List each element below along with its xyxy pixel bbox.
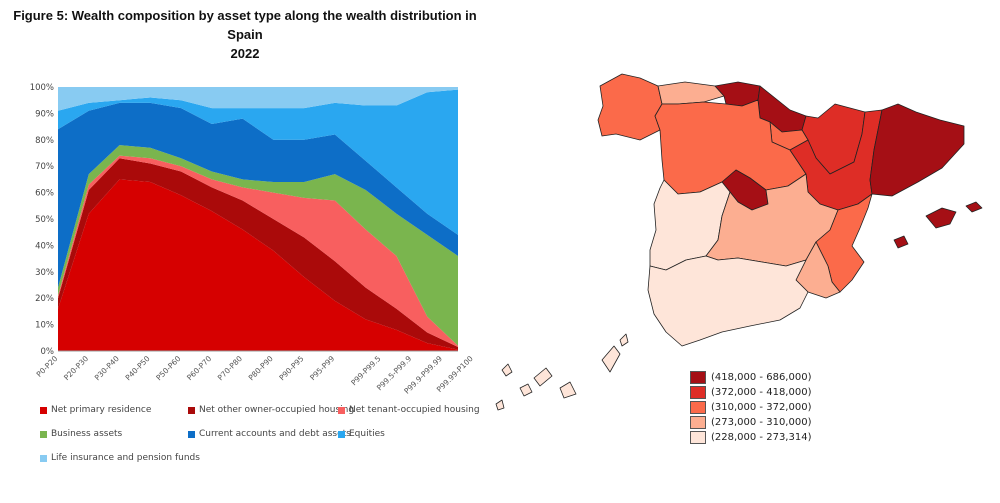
y-tick-label: 90% <box>35 109 54 119</box>
x-tick-label: P90-P95 <box>277 354 305 382</box>
y-tick-label: 0% <box>41 347 55 357</box>
map-legend-label: (273,000 - 310,000) <box>711 417 812 428</box>
region-galicia <box>597 73 663 141</box>
legend-item-net-other-owner-occupied-housing: Net other owner-occupied housing <box>188 405 354 415</box>
x-tick-label: P40-P50 <box>124 354 152 382</box>
spain-wealth-map <box>495 73 983 411</box>
legend-item-current-accounts-and-debt-assets: Current accounts and debt assets <box>188 429 351 439</box>
map-legend-swatch <box>690 371 706 384</box>
legend-swatch <box>338 430 345 438</box>
legend-item-net-tenant-occupied-housing: Net tenant-occupied housing <box>338 405 480 415</box>
legend-label: Equities <box>349 429 385 439</box>
legend-swatch <box>40 406 47 414</box>
map-legend-item: (273,000 - 310,000) <box>690 415 811 430</box>
region-andalusia <box>647 255 809 347</box>
x-tick-label: P20-P30 <box>62 354 90 382</box>
region-canary-2 <box>495 399 505 411</box>
area-series-life-insurance-and-pension-funds <box>58 87 458 111</box>
area-series-current-accounts-and-debt-assets <box>58 102 458 288</box>
y-tick-label: 80% <box>35 136 54 146</box>
legend-label: Net other owner-occupied housing <box>199 405 355 415</box>
map-legend-swatch <box>690 401 706 414</box>
area-series-business-assets <box>58 145 458 346</box>
map-legend-label: (372,000 - 418,000) <box>711 387 812 398</box>
map-legend-label: (418,000 - 686,000) <box>711 372 812 383</box>
legend-swatch <box>338 406 345 414</box>
region-balearic-islands <box>925 207 957 229</box>
x-tick-label: P70-P80 <box>216 354 244 382</box>
x-tick-label: P80-P90 <box>247 354 275 382</box>
legend-swatch <box>40 430 47 438</box>
area-series-net-primary-residence <box>58 179 458 351</box>
legend-label: Current accounts and debt assets <box>199 429 351 439</box>
y-tick-label: 10% <box>35 321 54 331</box>
y-tick-label: 40% <box>35 241 54 251</box>
y-tick-label: 20% <box>35 294 54 304</box>
x-tick-label: P50-P60 <box>154 354 182 382</box>
legend-label: Life insurance and pension funds <box>51 453 200 463</box>
map-legend-label: (310,000 - 372,000) <box>711 402 812 413</box>
map-legend-item: (372,000 - 418,000) <box>690 385 811 400</box>
map-legend-label: (228,000 - 273,314) <box>711 432 812 443</box>
x-tick-label: P30-P40 <box>93 354 121 382</box>
legend-label: Net tenant-occupied housing <box>349 405 480 415</box>
legend-item-life-insurance-and-pension-funds: Life insurance and pension funds <box>40 453 200 463</box>
legend-item-business-assets: Business assets <box>40 429 122 439</box>
legend-swatch <box>188 430 195 438</box>
area-series-equities <box>58 89 458 235</box>
y-tick-label: 70% <box>35 162 54 172</box>
figure-title-line1: Figure 5: Wealth composition by asset ty… <box>13 8 477 42</box>
map-legend-item: (418,000 - 686,000) <box>690 370 811 385</box>
region-canary-3 <box>519 383 533 397</box>
map-legend-item: (310,000 - 372,000) <box>690 400 811 415</box>
map-legend-item: (228,000 - 273,314) <box>690 430 811 445</box>
legend-swatch <box>188 406 195 414</box>
y-tick-label: 60% <box>35 189 54 199</box>
legend-label: Net primary residence <box>51 405 152 415</box>
legend-swatch <box>40 454 47 462</box>
y-tick-label: 30% <box>35 268 54 278</box>
map-legend: (418,000 - 686,000) (372,000 - 418,000) … <box>690 370 811 445</box>
region-canary-1 <box>501 363 513 377</box>
map-legend-swatch <box>690 431 706 444</box>
map-legend-swatch <box>690 416 706 429</box>
region-canary-5 <box>559 381 577 399</box>
area-series-net-tenant-occupied-housing <box>58 155 458 348</box>
x-tick-label: P60-P70 <box>185 354 213 382</box>
map-legend-swatch <box>690 386 706 399</box>
legend-label: Business assets <box>51 429 123 439</box>
legend-item-net-primary-residence: Net primary residence <box>40 405 151 415</box>
figure-title-line2: 2022 <box>230 46 260 61</box>
region-balearic-menorca <box>965 201 983 213</box>
y-tick-label: 50% <box>35 215 54 225</box>
region-catalonia <box>869 103 965 197</box>
legend-item-equities: Equities <box>338 429 385 439</box>
region-canary-6 <box>601 345 621 373</box>
x-tick-label: P95-P99 <box>308 354 336 382</box>
x-tick-label: P0-P20 <box>35 354 60 379</box>
region-canary-7 <box>619 333 629 347</box>
region-canary-4 <box>533 367 553 387</box>
region-asturias <box>657 81 725 105</box>
area-series-net-other-owner-occupied-housing <box>58 158 458 350</box>
stacked-area-chart: 0%10%20%30%40%50%60%70%80%90%100%P0-P20 P… <box>30 83 475 395</box>
y-tick-label: 100% <box>30 83 54 93</box>
region-balearic-ibiza <box>893 235 909 249</box>
figure-title: Figure 5: Wealth composition by asset ty… <box>0 6 490 63</box>
